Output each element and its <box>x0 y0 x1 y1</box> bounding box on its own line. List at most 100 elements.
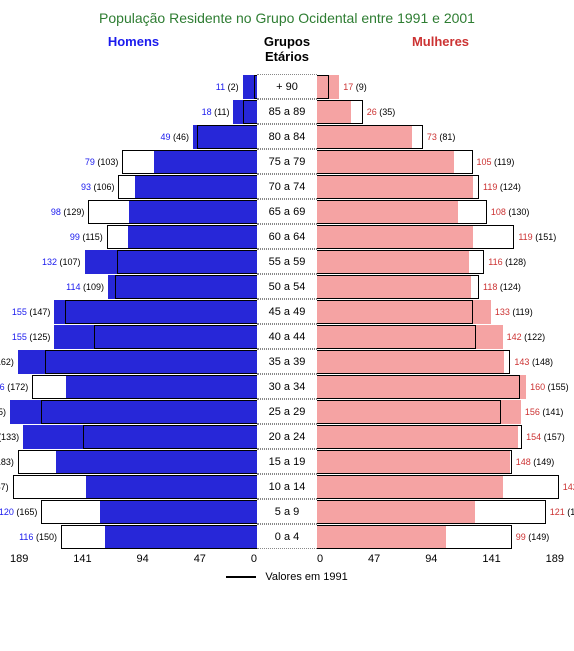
female-1991-outline <box>317 250 484 274</box>
age-group-label: 0 a 4 <box>257 524 317 549</box>
age-group-label: 20 a 24 <box>257 424 317 449</box>
axis-tick: 141 <box>482 553 500 565</box>
male-value-label: 116 (150) <box>19 532 61 542</box>
pyramid-row: 93 (106)70 a 74 119 (124) <box>10 174 564 199</box>
legend-label: Valores em 1991 <box>265 571 347 583</box>
female-cell: 105 (119) <box>317 149 564 174</box>
male-1991-outline <box>117 250 257 274</box>
female-1991-outline <box>317 525 512 549</box>
pyramid-row: 18 (11) 85 a 8926 (35) <box>10 99 564 124</box>
age-group-label: 85 a 89 <box>257 99 317 124</box>
legend: Valores em 1991 <box>10 571 564 583</box>
male-value-label: 18 (11) <box>202 107 234 117</box>
axis-tick: 141 <box>73 553 91 565</box>
x-axis-left: 18914194470 <box>10 553 257 565</box>
male-1991-outline <box>243 100 257 124</box>
female-cell: 148 (149) <box>317 449 564 474</box>
age-group-label: 25 a 29 <box>257 399 317 424</box>
female-1991-outline <box>317 300 473 324</box>
female-value-label: 116 (128) <box>484 257 526 267</box>
pyramid-row: 132 (107)55 a 59116 (128) <box>10 249 564 274</box>
male-value-label: 155 (125) <box>12 332 55 342</box>
female-cell: 73 (81) <box>317 124 564 149</box>
male-1991-outline <box>107 225 257 249</box>
female-1991-outline <box>317 500 546 524</box>
pyramid-row: 98 (129)65 a 69108 (130) <box>10 199 564 224</box>
female-value-label: 148 (149) <box>512 457 555 467</box>
axis-tick: 94 <box>137 553 149 565</box>
male-value-label: 114 (109) <box>66 282 108 292</box>
male-1991-outline <box>88 200 257 224</box>
male-value-label: 179 (133) <box>0 432 23 442</box>
pyramid-row: 183 (162)35 a 39143 (148) <box>10 349 564 374</box>
age-group-label: 40 a 44 <box>257 324 317 349</box>
legend-line-icon <box>226 576 256 578</box>
female-1991-outline <box>317 375 520 399</box>
female-value-label: 99 (149) <box>512 532 550 542</box>
female-1991-outline <box>317 150 473 174</box>
male-cell: 146 (172) <box>10 374 257 399</box>
header-age-groups: Grupos Etários <box>257 34 317 64</box>
age-group-label: 10 a 14 <box>257 474 317 499</box>
age-group-label: 5 a 9 <box>257 499 317 524</box>
age-group-label: 35 a 39 <box>257 349 317 374</box>
male-value-label: 132 (107) <box>42 257 85 267</box>
pyramid-row: 116 (150) 0 a 4 99 (149) <box>10 524 564 549</box>
pyramid-row: 154 (183)15 a 19148 (149) <box>10 449 564 474</box>
male-value-label: 11 (2) <box>216 82 243 92</box>
pyramid-row: 99 (115)60 a 64119 (151) <box>10 224 564 249</box>
female-cell: 160 (155) <box>317 374 564 399</box>
female-1991-outline <box>317 450 512 474</box>
male-cell: 98 (129) <box>10 199 257 224</box>
male-cell: 93 (106) <box>10 174 257 199</box>
chart-title: População Residente no Grupo Ocidental e… <box>10 10 564 26</box>
female-cell: 156 (141) <box>317 399 564 424</box>
male-cell: 79 (103) <box>10 149 257 174</box>
male-cell: 120 (165) <box>10 499 257 524</box>
male-1991-outline <box>115 275 257 299</box>
age-group-label: 50 a 54 <box>257 274 317 299</box>
male-cell: 155 (147) <box>10 299 257 324</box>
female-value-label: 73 (81) <box>423 132 456 142</box>
male-value-label: 131 (187) <box>0 482 13 492</box>
male-cell: 11 (2) <box>10 74 257 99</box>
female-value-label: 160 (155) <box>526 382 569 392</box>
axis-tick: 189 <box>546 553 564 565</box>
pyramid-row: 131 (187)10 a 14142 (185) <box>10 474 564 499</box>
male-1991-outline <box>61 525 257 549</box>
male-cell: 132 (107) <box>10 249 257 274</box>
age-group-label: 60 a 64 <box>257 224 317 249</box>
axis-tick: 94 <box>425 553 437 565</box>
male-1991-outline <box>45 350 257 374</box>
pyramid-row: 155 (147)45 a 49133 (119) <box>10 299 564 324</box>
pyramid-row: 155 (125)40 a 44142 (122) <box>10 324 564 349</box>
male-cell: 189 (165) <box>10 399 257 424</box>
male-cell: 18 (11) <box>10 99 257 124</box>
female-value-label: 108 (130) <box>487 207 530 217</box>
age-group-label: 45 a 49 <box>257 299 317 324</box>
x-axis-gap <box>257 553 317 565</box>
age-group-label: 70 a 74 <box>257 174 317 199</box>
male-value-label: 99 (115) <box>70 232 107 242</box>
male-cell: 131 (187) <box>10 474 257 499</box>
male-cell: 49 (46) <box>10 124 257 149</box>
female-value-label: 121 (175) <box>546 507 574 517</box>
x-axis-right: 04794141189 <box>317 553 564 565</box>
male-1991-outline <box>118 175 257 199</box>
female-cell: 121 (175) <box>317 499 564 524</box>
female-value-label: 105 (119) <box>473 157 515 167</box>
male-value-label: 120 (165) <box>0 507 41 517</box>
female-cell: 26 (35) <box>317 99 564 124</box>
female-cell: 133 (119) <box>317 299 564 324</box>
female-value-label: 119 (124) <box>479 182 521 192</box>
male-1991-outline <box>83 425 257 449</box>
female-value-label: 17 (9) <box>339 82 367 92</box>
male-1991-outline <box>41 500 257 524</box>
female-1991-outline <box>317 100 363 124</box>
age-group-label: 30 a 34 <box>257 374 317 399</box>
female-cell: 99 (149) <box>317 524 564 549</box>
male-value-label: 189 (165) <box>0 407 10 417</box>
pyramid-row: 49 (46)80 a 8473 (81) <box>10 124 564 149</box>
female-1991-outline <box>317 275 479 299</box>
male-1991-outline <box>94 325 257 349</box>
